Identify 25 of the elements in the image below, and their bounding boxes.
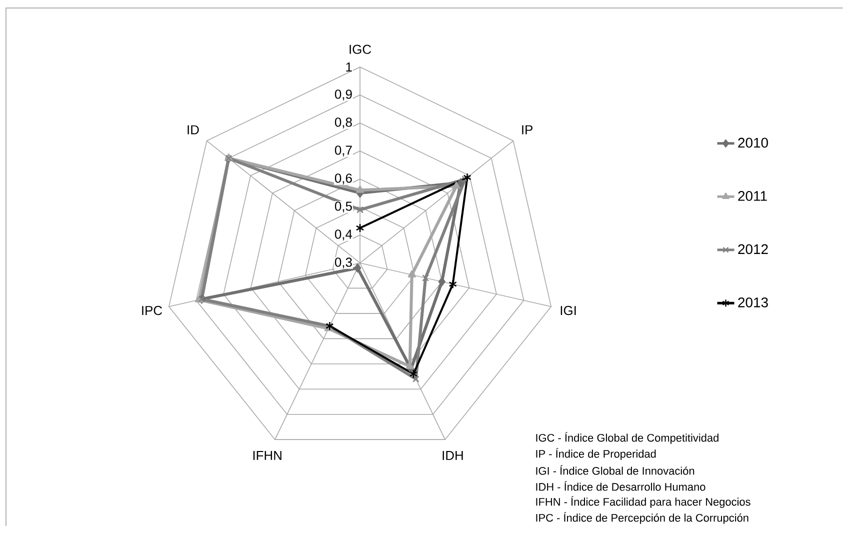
text: IGI - Índice Global de Innovación: [536, 465, 694, 475]
spoke-label: IPC: [142, 306, 162, 316]
legend-label: 2013: [738, 297, 768, 308]
y-tick-label: 0,9: [334, 90, 352, 100]
spoke-label: IFHN: [253, 451, 282, 460]
text: IP - Índice de Properidad: [536, 448, 656, 460]
y-tick-label: 1: [346, 62, 352, 72]
legend-label: 2012: [738, 244, 768, 254]
text: IFHN - Índice Facilidad para hacer Negocios: [536, 496, 750, 508]
text: IPC - Índice de Percepción de la Corrupción: [536, 512, 748, 524]
y-tick-label: 0,3: [334, 258, 352, 268]
y-tick-label: 0,4: [334, 230, 352, 240]
y-tick-label: 0,8: [334, 118, 352, 128]
y-tick-label: 0,5: [334, 202, 352, 212]
text: IDH - Índice de Desarrollo Humano: [536, 481, 706, 491]
spoke-label: IGC: [350, 44, 372, 54]
text: IGC - Índice Global de Competitividad: [536, 432, 718, 444]
legend-label: 2011: [738, 191, 767, 201]
legend-label: 2010: [738, 138, 768, 148]
spoke-label: IDH: [442, 451, 463, 460]
spoke-label: IGI: [560, 306, 576, 316]
y-tick-label: 0,6: [334, 174, 352, 184]
spoke-label: IP: [522, 125, 532, 134]
y-tick-label: 0,7: [334, 146, 352, 156]
spoke-label: ID: [188, 125, 199, 134]
